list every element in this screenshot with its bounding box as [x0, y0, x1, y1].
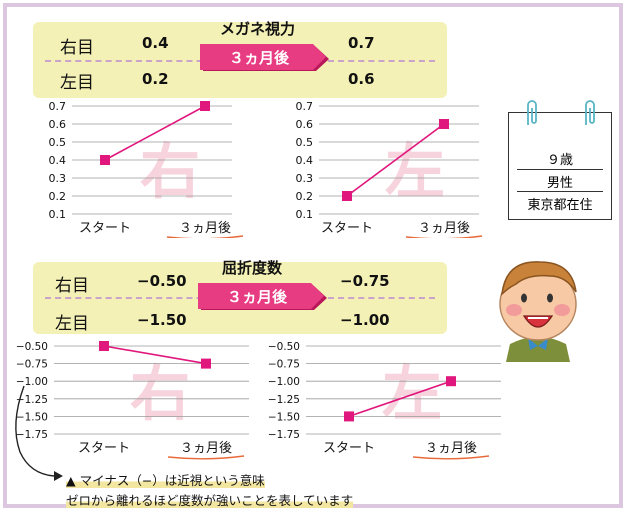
- y-tick-label: 0.7: [49, 100, 67, 113]
- data-point: [100, 155, 110, 165]
- profile-location: 東京都在住: [527, 198, 593, 213]
- label-underline: [405, 235, 483, 238]
- y-tick-label: −1.25: [268, 394, 300, 406]
- y-tick-label: −1.75: [268, 429, 300, 441]
- refraction-left-eye-label: 左目: [55, 314, 89, 334]
- x-category-label: スタート: [321, 221, 373, 236]
- series-line: [346, 123, 445, 197]
- refraction-arrow-label: ３ヵ月後: [226, 287, 287, 306]
- y-tick-label: 0.3: [296, 172, 314, 185]
- x-category-label: ３ヵ月後: [180, 441, 232, 456]
- x-category-label: ３ヵ月後: [418, 221, 470, 236]
- y-tick-label: −1.00: [16, 376, 48, 388]
- y-tick-label: −0.50: [16, 341, 48, 353]
- refraction-arrow: ３ヵ月後: [198, 283, 328, 310]
- boy-illustration: [499, 261, 577, 362]
- y-tick-label: 0.4: [49, 154, 67, 167]
- y-tick-label: 0.2: [49, 190, 67, 203]
- x-category-label: ３ヵ月後: [425, 441, 477, 456]
- label-underline: [412, 455, 490, 460]
- refraction-right-after: −0.75: [340, 272, 390, 290]
- data-point: [446, 376, 456, 387]
- acuity-left-chart: 左 0.7 0.6 0.5 0.4 0.3 0.2 0.1 スタート ３ヵ月後: [296, 100, 483, 238]
- series-line: [104, 105, 206, 161]
- data-point: [200, 101, 210, 111]
- x-category-label: スタート: [79, 221, 131, 236]
- profile-sex: 男性: [546, 176, 573, 191]
- x-category-label: スタート: [323, 441, 375, 456]
- acuity-arrow: ３ヵ月後: [200, 44, 330, 71]
- refraction-right-chart: 右 −0.50 −0.75 −1.00 −1.25 −1.50 −1.75 スタート ３ヵ月後: [16, 341, 249, 460]
- x-category-label: スタート: [78, 441, 130, 456]
- acuity-title: メガネ視力: [220, 20, 296, 38]
- arrow-shape-icon: [200, 44, 329, 71]
- y-tick-label: 0.1: [296, 208, 314, 221]
- y-tick-label: 0.1: [49, 208, 67, 221]
- refraction-right-eye-label: 右目: [55, 276, 89, 296]
- acuity-left-before: 0.2: [142, 70, 169, 88]
- watermark-char: 左: [385, 138, 445, 208]
- y-tick-label: 0.6: [49, 118, 67, 131]
- clip-icon: [585, 100, 595, 125]
- y-tick-label: −1.25: [16, 394, 48, 406]
- y-tick-label: −1.00: [268, 376, 300, 388]
- data-point: [99, 341, 109, 351]
- y-tick-label: −0.75: [16, 359, 48, 371]
- note-line-1-text: ▲ マイナス（−）は近視という意味: [66, 473, 265, 488]
- refraction-title: 屈折度数: [222, 259, 283, 277]
- data-point: [344, 411, 354, 422]
- y-tick-label: 0.7: [296, 100, 314, 113]
- data-point: [342, 191, 352, 201]
- acuity-right-chart: 右 0.7 0.6 0.5 0.4 0.3 0.2 0.1 スタート ３ヵ月後: [49, 100, 244, 238]
- label-underline: [166, 235, 244, 238]
- acuity-right-after: 0.7: [348, 34, 375, 52]
- series-line: [348, 380, 452, 418]
- note-line-2: ゼロから離れるほど度数が強いことを表しています: [66, 490, 354, 509]
- y-tick-label: 0.5: [296, 136, 314, 149]
- label-underline: [167, 455, 245, 460]
- y-tick-label: 0.3: [49, 172, 67, 185]
- refraction-right-before: −0.50: [137, 272, 187, 290]
- y-tick-label: −1.50: [268, 411, 300, 423]
- y-tick-label: −1.50: [16, 411, 48, 423]
- profile-divider: [517, 191, 603, 192]
- acuity-right-eye-label: 右目: [60, 38, 94, 58]
- y-tick-label: 0.4: [296, 154, 314, 167]
- watermark-char: 右: [130, 360, 190, 430]
- acuity-arrow-label: ３ヵ月後: [228, 48, 289, 67]
- y-tick-label: −0.50: [268, 341, 300, 353]
- refraction-left-before: −1.50: [137, 311, 187, 329]
- note-line-2-text: ゼロから離れるほど度数が強いことを表しています: [66, 493, 354, 508]
- curved-arrow-icon: [15, 385, 63, 481]
- watermark-char: 右: [140, 138, 200, 208]
- x-category-label: ３ヵ月後: [179, 221, 231, 236]
- y-tick-label: −1.75: [16, 429, 48, 441]
- acuity-left-after: 0.6: [348, 70, 375, 88]
- note-line-1: ▲ マイナス（−）は近視という意味: [66, 470, 265, 489]
- profile-card: ９歳 男性 東京都在住: [508, 100, 612, 220]
- acuity-right-before: 0.4: [142, 34, 169, 52]
- y-tick-label: 0.6: [296, 118, 314, 131]
- y-tick-label: −0.75: [268, 359, 300, 371]
- clip-icon: [527, 100, 537, 125]
- series-line: [103, 345, 207, 365]
- y-tick-label: 0.2: [296, 190, 314, 203]
- profile-age: ９歳: [546, 153, 573, 168]
- arrow-shape-icon: [198, 283, 327, 310]
- acuity-left-eye-label: 左目: [60, 73, 94, 93]
- profile-divider: [517, 169, 603, 170]
- refraction-left-after: −1.00: [340, 311, 390, 329]
- data-point: [201, 358, 211, 369]
- data-point: [439, 119, 449, 129]
- y-tick-label: 0.5: [49, 136, 67, 149]
